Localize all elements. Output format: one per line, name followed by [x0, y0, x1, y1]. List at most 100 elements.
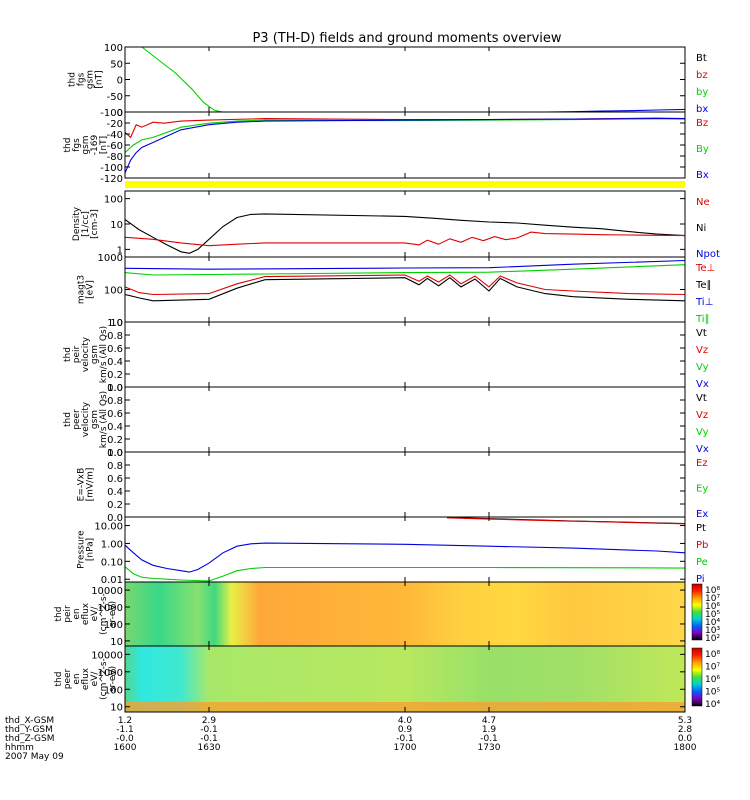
panel-frame-peer_velocity: [124, 386, 686, 453]
ytick-label-fgs2: 0: [117, 108, 123, 119]
legend-peir_velocity: Vy: [696, 362, 709, 373]
ytick-label-pressure: 1.00: [101, 539, 123, 550]
ylabel-fgs: [nT]: [95, 70, 105, 88]
xrow-value: 1730: [478, 743, 501, 753]
heatmap-peer_eflux: [125, 646, 685, 712]
ylabel-peer_velocity: gsm: [90, 410, 100, 429]
series-temperature-Ti∥: [125, 264, 685, 276]
legend-peir_velocity: Vz: [696, 345, 708, 356]
ylabel-fgs: thd: [68, 72, 78, 87]
xrow-value: 0.9: [398, 725, 413, 735]
ytick-label-peer_velocity: 0.0: [107, 448, 123, 459]
xrow-value: 1600: [114, 743, 137, 753]
ylabel-peir_eflux: peir: [63, 605, 73, 623]
ytick-label-density: 1: [117, 245, 123, 256]
ytick-label-fgs2: -60: [107, 141, 123, 152]
ylabel-peir_eflux: sr-eV): [108, 601, 118, 627]
ylabel-fgs2: gsm: [81, 135, 91, 154]
xrow-value: -0.1: [200, 734, 218, 744]
legend-temperature: Ti∥: [695, 314, 710, 325]
ylabel-fgs2: fgs: [72, 138, 82, 152]
ytick-label-peir_velocity: 0.8: [107, 331, 123, 342]
ytick-label-peir_eflux: 100: [104, 620, 123, 631]
legend-peir_velocity: Vt: [696, 328, 707, 339]
ytick-label-pressure: 0.10: [101, 557, 123, 568]
ylabel-peir_eflux: thd: [54, 607, 64, 622]
panel-frame-temperature: [124, 256, 686, 323]
legend-fgs: by: [696, 87, 708, 98]
series-fgs2-Bx: [125, 118, 685, 174]
figure-title: P3 (TH-D) fields and ground moments over…: [252, 31, 561, 46]
ytick-label-peer_eflux: 10000: [91, 650, 123, 661]
ytick-label-fgs: 0: [117, 76, 123, 87]
legend-efield: Ey: [696, 484, 708, 495]
ylabel-efield: [mV/m]: [86, 468, 96, 502]
colorbar-peer_eflux: [691, 647, 703, 707]
ylabel-peer_eflux: peer: [63, 668, 73, 689]
ytick-label-efield: 0.4: [107, 487, 123, 498]
legend-fgs: bz: [696, 70, 708, 81]
ylabel-peer_eflux: thd: [54, 672, 64, 687]
panel-frame-efield: [124, 451, 686, 518]
ylabel-peer_velocity: km/s (All Qs): [99, 391, 109, 448]
legend-fgs: bx: [696, 104, 708, 115]
series-temperature-Te⊥: [125, 274, 685, 296]
ylabel-peir_eflux: (cm^2-s-: [99, 593, 109, 635]
ytick-label-fgs2: -120: [100, 174, 123, 185]
legend-temperature: Ti⊥: [695, 297, 713, 308]
ytick-label-peer_eflux: 10: [110, 703, 123, 714]
legend-efield: Ez: [696, 458, 708, 469]
xrow-value: 1700: [394, 743, 417, 753]
legend-fgs2: Bz: [696, 118, 708, 129]
legend-peer_velocity: Vy: [696, 427, 709, 438]
colorbar-tick-label: 10⁷: [705, 663, 720, 673]
ylabel-density: [1/cc]: [81, 211, 91, 237]
legend-peir_velocity: Vx: [696, 379, 709, 390]
colorbar-tick-label: 10⁵: [705, 610, 720, 620]
colorbar-tick-label: 10⁸: [705, 586, 720, 596]
ylabel-peer_velocity: thd: [63, 412, 73, 427]
xrow-label: thd_Y-GSM: [5, 725, 53, 735]
ytick-label-density: 10: [110, 220, 123, 231]
ylabel-peir_velocity: thd: [63, 347, 73, 362]
colorbar-tick-label: 10⁶: [705, 675, 720, 685]
ylabel-fgs2: -169: [90, 135, 100, 156]
ylabel-fgs: gsm: [86, 70, 96, 89]
ytick-label-efield: 0.8: [107, 461, 123, 472]
legend-density: Npot: [696, 249, 720, 260]
colorbar-tick-label: 10⁴: [705, 700, 720, 710]
ytick-label-peir_velocity: 0.4: [107, 357, 123, 368]
ytick-label-fgs: 50: [110, 59, 123, 70]
ytick-label-peer_velocity: 0.6: [107, 409, 123, 420]
ylabel-peir_velocity: gsm: [90, 345, 100, 364]
series-density-Ne: [125, 231, 685, 247]
ytick-label-temperature: 100: [104, 286, 123, 297]
ytick-label-fgs2: -20: [107, 119, 123, 130]
colorbar-tick-label: 10⁴: [705, 618, 720, 628]
series-pressure-Pi: [125, 542, 685, 573]
ylabel-density: [cm-3]: [90, 209, 100, 239]
ylabel-peir_velocity: km/s (All Qs): [99, 326, 109, 383]
ylabel-peir_velocity: velocity: [81, 336, 91, 372]
xrow-value: -0.1: [200, 725, 218, 735]
ytick-label-fgs: 100: [104, 43, 123, 54]
xrow-label: thd_X-GSM: [5, 716, 54, 726]
legend-peer_velocity: Vx: [696, 444, 709, 455]
xrow-value: 1800: [674, 743, 697, 753]
ylabel-fgs: fgs: [77, 72, 87, 86]
ylabel-fgs2: [nT]: [99, 136, 109, 154]
ylabel-pressure: Pressure: [77, 530, 87, 569]
legend-peer_velocity: Vz: [696, 410, 708, 421]
legend-efield: Ex: [696, 509, 708, 520]
colorbar-tick-label: 10⁵: [705, 688, 720, 698]
ylabel-peer_eflux: eflux: [81, 667, 91, 690]
ytick-label-peir_velocity: 1.0: [107, 318, 123, 329]
legend-density: Ne: [696, 197, 710, 208]
ytick-label-peer_eflux: 1000: [98, 668, 123, 679]
legend-peer_velocity: Vt: [696, 393, 707, 404]
series-density-Ni: [125, 213, 685, 254]
xrow-value: -0.0: [116, 734, 134, 744]
panel-pressure: 10.00 1.00 0.10 0.01 Pressure [nPa] Pt Pb Pe Pi: [77, 516, 708, 586]
ytick-label-fgs: -50: [107, 92, 123, 103]
